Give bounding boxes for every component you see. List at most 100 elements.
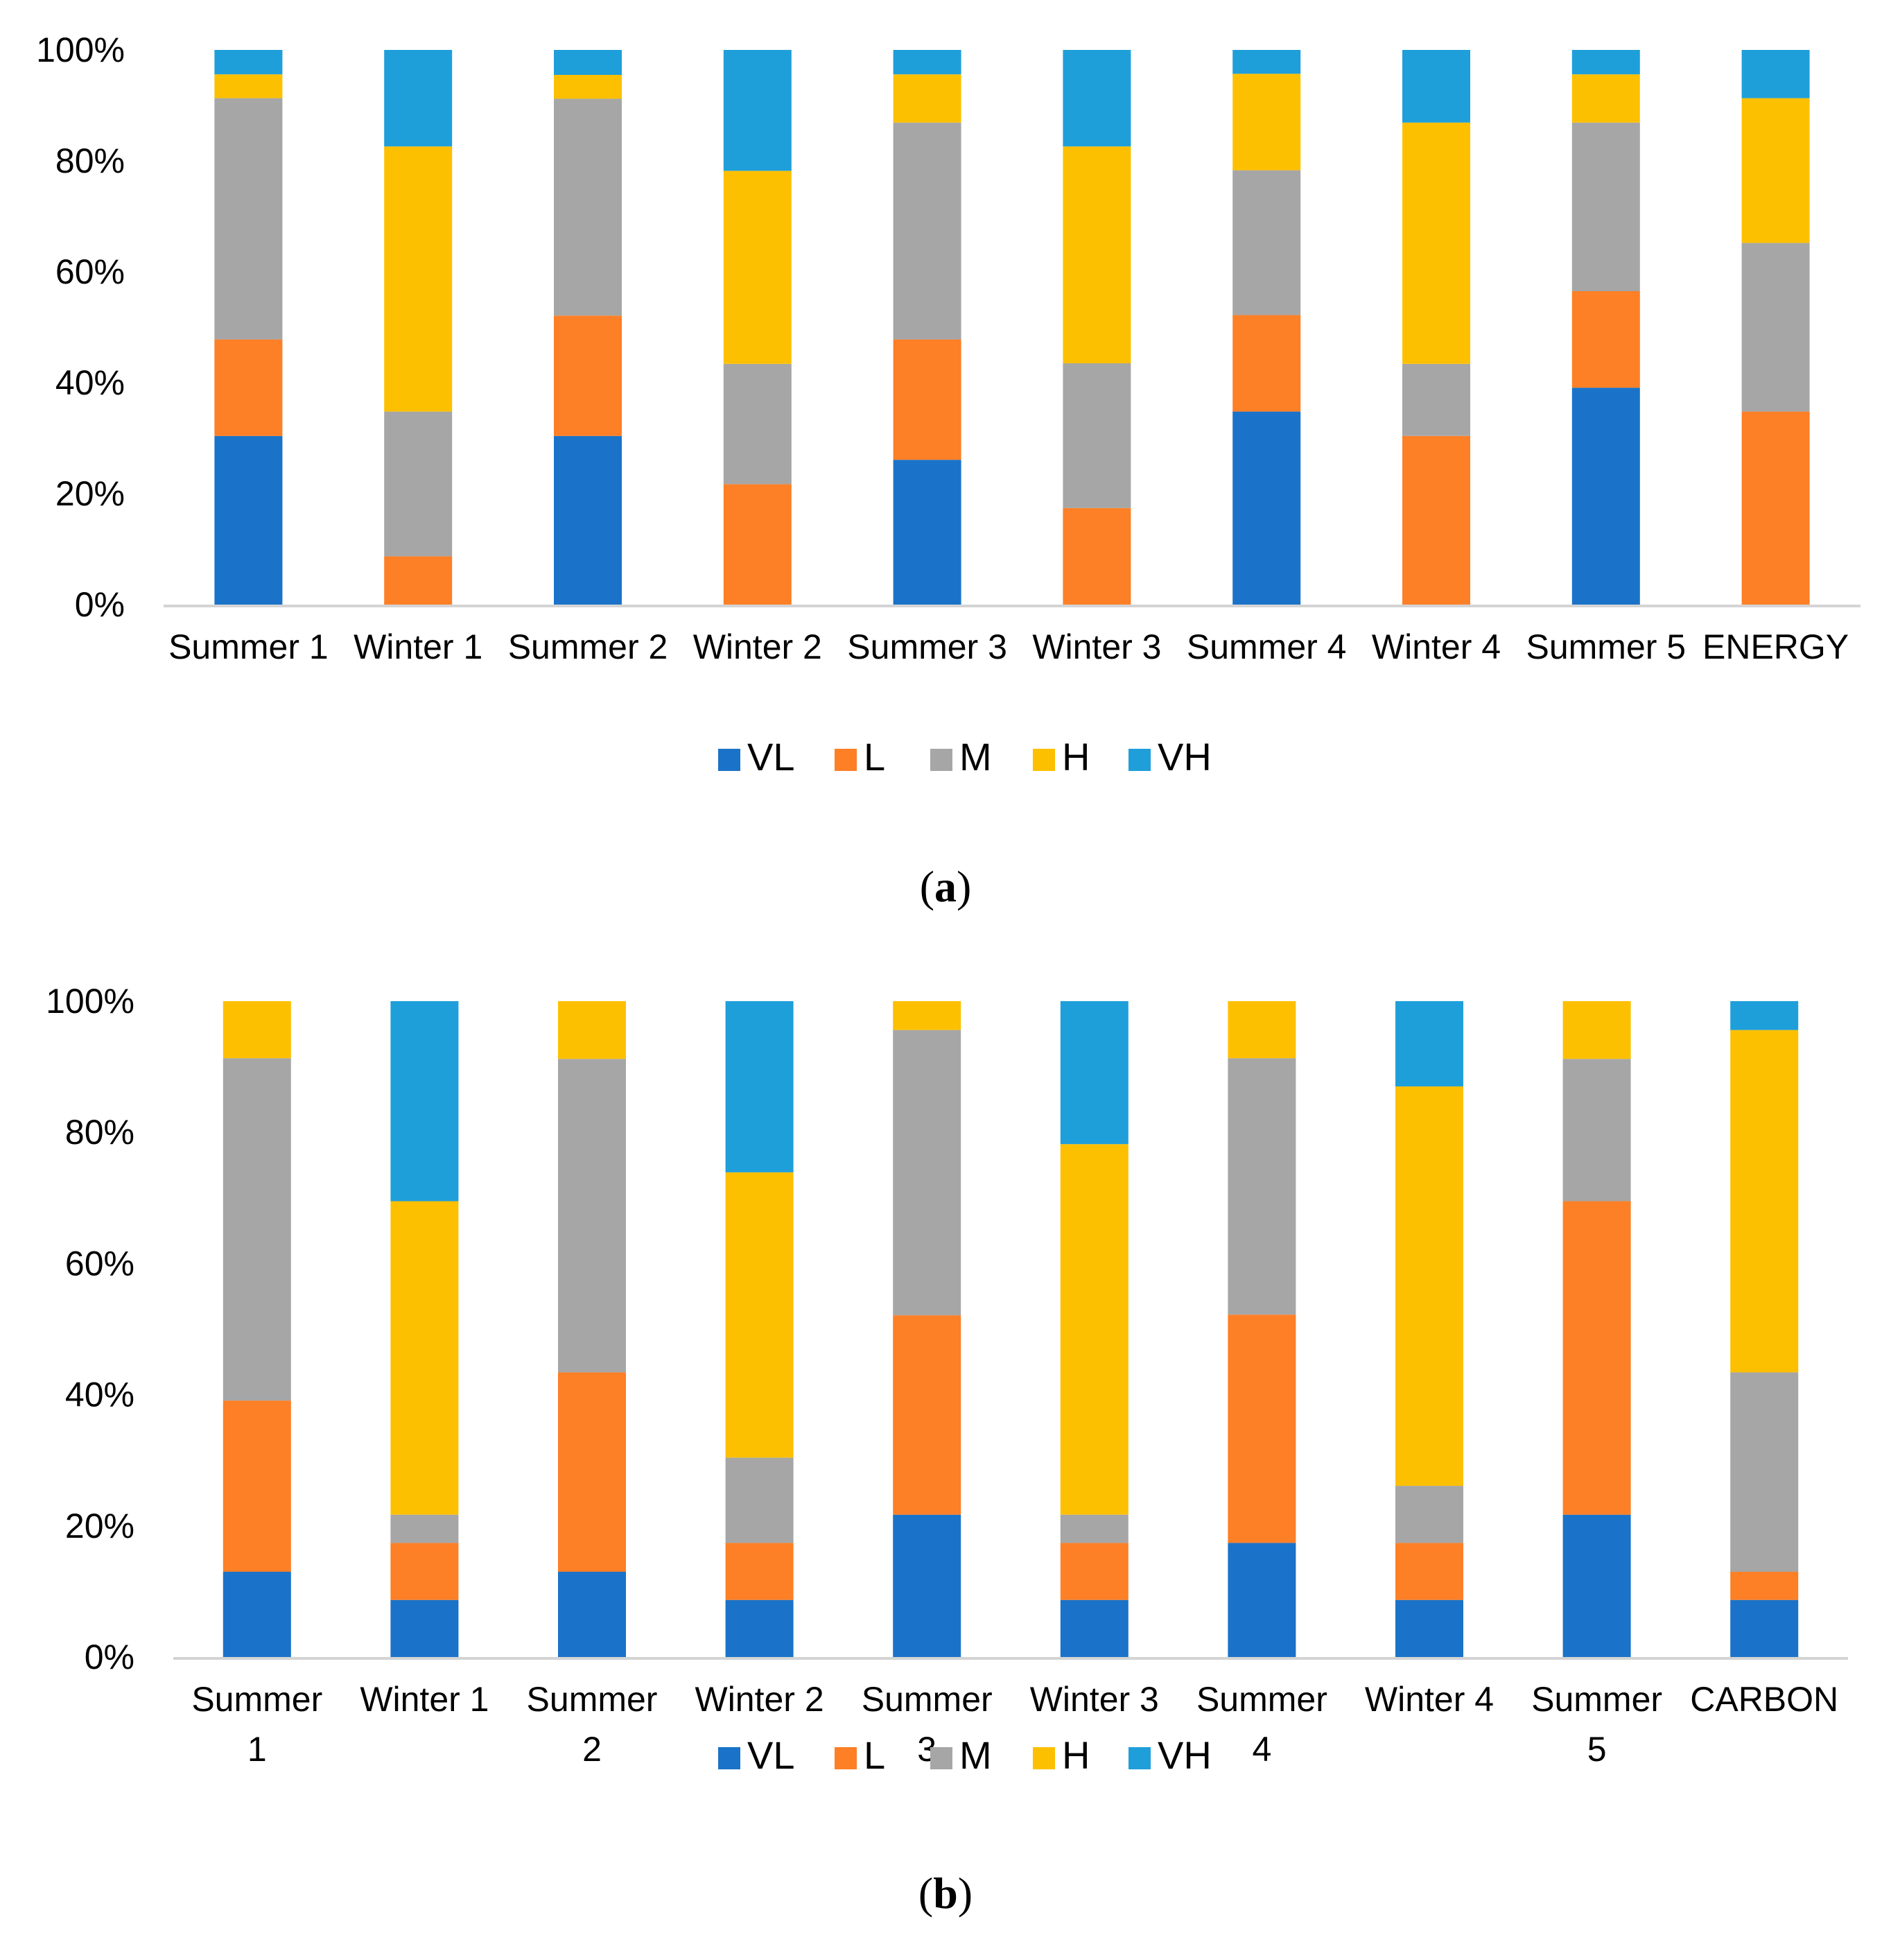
bar-segment-l — [725, 1543, 794, 1600]
bar-segment-l — [893, 1315, 961, 1515]
legend-swatch-l — [835, 749, 857, 771]
bar-segment-m — [1730, 1372, 1799, 1572]
bar-segment-m — [1741, 243, 1810, 412]
bar-segment-h — [223, 1001, 291, 1059]
bar-segment-vh — [723, 50, 792, 171]
x-category-label: Summer 1 — [191, 1680, 322, 1769]
bar-segment-m — [725, 1457, 794, 1543]
bar-segment-l — [214, 339, 283, 436]
y-tick-label: 60% — [65, 1244, 134, 1283]
bar-segment-h — [384, 146, 453, 412]
bar-segment-vh — [1395, 1001, 1463, 1086]
bar-segment-vl — [390, 1599, 459, 1657]
bar-segment-vl — [1060, 1599, 1128, 1657]
y-tick-label: 40% — [65, 1376, 134, 1414]
bar-segment-vl — [223, 1572, 291, 1657]
bar-segment-l — [893, 339, 961, 460]
bar-segment-vh — [1232, 50, 1301, 74]
bar-segment-m — [893, 1030, 961, 1316]
y-tick-label: 60% — [55, 252, 125, 291]
legend-swatch-m — [930, 749, 952, 771]
bar-segment-m — [214, 98, 283, 340]
legend-swatch-m — [930, 1747, 952, 1769]
legend-label-vh: VH — [1158, 735, 1212, 779]
legend-swatch-h — [1033, 749, 1055, 771]
bar-segment-h — [1063, 146, 1131, 363]
x-category-label: Winter 3 — [1030, 1680, 1159, 1719]
panel-label: (b) — [918, 1868, 973, 1918]
bar-segment-m — [893, 122, 961, 340]
bar-segment-vh — [554, 50, 622, 75]
x-category-label: Winter 1 — [360, 1680, 489, 1719]
legend-label-vh: VH — [1158, 1733, 1212, 1777]
y-tick-label: 100% — [46, 982, 134, 1021]
bar-segment-m — [1562, 1059, 1631, 1202]
y-tick-label: 100% — [36, 31, 125, 69]
bar-segment-vh — [1730, 1001, 1799, 1030]
bar-segment-vl — [1232, 411, 1301, 605]
bar-segment-h — [390, 1201, 459, 1515]
legend-label-h: H — [1062, 735, 1090, 779]
chart-b-carbon: 0% 20% 40% 60% 80% 100% Summer 1 Winter 1 Summer 2… — [46, 982, 1848, 1918]
bar-segment-l — [384, 556, 453, 605]
bar-segment-m — [723, 363, 792, 485]
legend-label-vl: VL — [747, 735, 795, 779]
bar-segment-vl — [214, 435, 283, 605]
legend-label-m: M — [959, 1733, 992, 1777]
bar-segment-m — [1063, 363, 1131, 508]
bar-segment-m — [384, 411, 453, 557]
bar-segment-l — [1402, 435, 1470, 605]
y-tick-label: 20% — [55, 474, 125, 513]
bar-segment-l — [1063, 508, 1131, 605]
x-category-label: Summer 4 — [1196, 1680, 1327, 1769]
bar-segment-h — [554, 75, 622, 99]
x-category-label: Summer 5 — [1526, 627, 1686, 666]
x-category-label: Winter 1 — [354, 627, 482, 666]
bar-segment-vl — [1228, 1543, 1296, 1657]
legend-swatch-vh — [1128, 1747, 1151, 1769]
bar-segment-l — [1571, 291, 1640, 388]
bar-segment-l — [554, 315, 622, 436]
bar-segment-vl — [1395, 1599, 1463, 1657]
legend-swatch-vh — [1128, 749, 1151, 771]
bar-segment-l — [1730, 1572, 1799, 1600]
x-category-label: Summer 3 — [847, 627, 1007, 666]
legend-swatch-l — [835, 1747, 857, 1769]
bar-segment-vh — [725, 1001, 794, 1172]
y-tick-label: 40% — [55, 363, 125, 402]
bar-segment-h — [214, 74, 283, 98]
legend-swatch-h — [1033, 1747, 1055, 1769]
bar-segment-m — [390, 1514, 459, 1543]
bar-segment-vh — [1402, 50, 1470, 123]
x-category-label: Summer 1 — [168, 627, 329, 666]
bar-segment-h — [725, 1172, 794, 1458]
bar-segment-l — [1232, 315, 1301, 412]
bar-segment-vl — [893, 460, 961, 605]
legend-label-h: H — [1062, 1733, 1090, 1777]
bar-segment-l — [1060, 1543, 1128, 1600]
bar-segment-vl — [725, 1599, 794, 1657]
bar-segment-vh — [1571, 50, 1640, 75]
x-category-label: Winter 2 — [693, 627, 822, 666]
bar-segment-l — [558, 1372, 626, 1572]
bar-segment-l — [1228, 1315, 1296, 1543]
legend-swatch-vl — [718, 749, 740, 771]
bar-segment-vh — [893, 50, 961, 75]
bar-segment-h — [893, 74, 961, 123]
bar-segment-h — [723, 171, 792, 364]
x-category-label: Summer 2 — [508, 627, 668, 666]
bar-segment-m — [1228, 1058, 1296, 1315]
bar-segment-h — [1395, 1086, 1463, 1486]
x-category-label: ENERGY — [1702, 627, 1849, 666]
bar-segment-h — [1730, 1030, 1799, 1373]
y-tick-label: 0% — [75, 585, 125, 624]
bar-segment-h — [1060, 1144, 1128, 1515]
bar-segment-h — [1741, 98, 1810, 243]
bar-segment-m — [558, 1059, 626, 1373]
bar-segment-vh — [384, 50, 453, 147]
x-category-label: Summer 4 — [1187, 627, 1347, 666]
legend-label-vl: VL — [747, 1733, 795, 1777]
bar-segment-h — [1402, 122, 1470, 364]
legend-label-m: M — [959, 735, 992, 779]
